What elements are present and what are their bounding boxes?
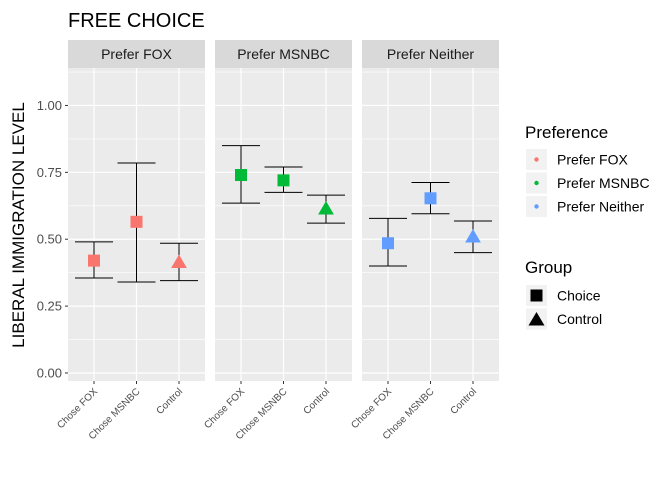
y-axis-title: LIBERAL IMMIGRATION LEVEL <box>9 102 28 348</box>
strip-background <box>68 40 205 68</box>
legend-label: Prefer FOX <box>557 152 628 168</box>
chart-title: FREE CHOICE <box>68 10 205 32</box>
square-point <box>88 254 100 267</box>
strip-label: Prefer FOX <box>101 46 172 62</box>
strip-background <box>215 40 352 68</box>
legend-label: Control <box>557 311 602 327</box>
strip-label: Prefer Neither <box>387 46 474 62</box>
triangle-point <box>465 229 481 243</box>
legend-title-preference: Preference <box>525 123 608 142</box>
square-point <box>277 174 290 187</box>
x-tick-label: Control <box>155 386 186 417</box>
y-tick-label: 0.75 <box>37 165 62 180</box>
y-tick-label: 0.50 <box>37 232 62 247</box>
legend-color-dot <box>534 157 539 162</box>
triangle-point <box>318 200 334 215</box>
triangle-point <box>171 254 187 268</box>
legend-triangle-icon <box>528 312 545 326</box>
x-tick-label: Chose FOX <box>202 386 247 431</box>
y-tick-label: 0.25 <box>37 299 62 314</box>
legend-label: Choice <box>557 288 601 304</box>
legend-title-group: Group <box>525 258 572 277</box>
y-axis: 0.00 0.25 0.50 0.75 1.00 <box>37 98 68 380</box>
square-point <box>235 169 247 182</box>
legend-label: Prefer MSNBC <box>557 175 650 191</box>
legend-color-dot <box>534 180 539 186</box>
x-tick-label: Chose FOX <box>349 386 394 431</box>
x-tick-label: Control <box>449 386 480 417</box>
y-tick-label: 1.00 <box>37 98 62 113</box>
legend-label: Prefer Neither <box>557 199 644 215</box>
x-tick-label: Chose FOX <box>55 386 100 431</box>
y-tick-label: 0.00 <box>37 365 62 380</box>
x-tick-label: Control <box>302 386 333 417</box>
legend: Preference Prefer FOX Prefer MSNBC Prefer N… <box>525 123 650 330</box>
square-point <box>424 192 437 205</box>
strip-background <box>362 40 499 68</box>
square-point <box>130 215 143 228</box>
square-point <box>382 237 394 250</box>
legend-color-dot <box>534 204 539 209</box>
strip-label: Prefer MSNBC <box>237 46 330 62</box>
legend-square-icon <box>530 289 543 302</box>
